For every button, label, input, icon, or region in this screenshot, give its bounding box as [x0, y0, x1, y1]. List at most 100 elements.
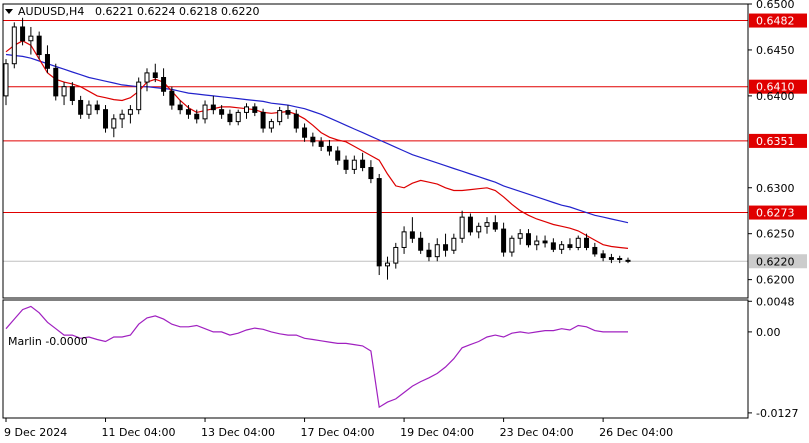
candle [293, 109, 299, 133]
candle-body-down [592, 246, 598, 255]
candle [268, 118, 274, 133]
candle-body-down [584, 237, 590, 248]
candle-body-down [360, 159, 366, 169]
candle-body-down [418, 237, 424, 251]
candle-body-up [268, 121, 274, 129]
candle [127, 105, 133, 124]
time-tick-label: 11 Dec 04:00 [102, 426, 176, 439]
candle [426, 242, 432, 262]
candle-body-down [443, 244, 449, 251]
candle-body-down [69, 86, 75, 101]
level-tag [749, 133, 807, 148]
candle-body-up [277, 110, 283, 123]
candle [351, 155, 357, 174]
candle [169, 86, 175, 110]
candle [78, 95, 84, 119]
candle [326, 139, 332, 156]
candle-body-up [509, 237, 515, 253]
candle [600, 250, 606, 262]
level-tag-label: 0.6410 [756, 81, 795, 94]
candle [260, 108, 266, 133]
price-tick-label: 0.6300 [756, 182, 795, 195]
current-price-label: 0.6220 [756, 255, 795, 268]
time-tick-label: 19 Dec 04:00 [400, 426, 474, 439]
candle [509, 235, 515, 257]
candle-body-down [260, 111, 266, 129]
candle [227, 109, 233, 126]
ma-fast-line [5, 40, 629, 249]
candle [592, 242, 598, 257]
candle-body-down [501, 228, 507, 253]
level-tag-label: 0.6351 [756, 135, 795, 148]
candle [393, 242, 399, 269]
candle [11, 22, 17, 69]
candle-body-up [244, 106, 250, 113]
candle-body-up [434, 244, 440, 258]
candle-body-down [161, 77, 167, 92]
candle-body-up [28, 35, 34, 42]
candle [161, 68, 167, 96]
candle-body-down [467, 216, 473, 233]
candle-body-up [617, 257, 623, 260]
candle-body-up [111, 118, 117, 129]
candle [418, 231, 424, 254]
candle [467, 213, 473, 236]
candle [69, 82, 75, 106]
candle [575, 235, 581, 251]
candle-body-up [235, 111, 241, 123]
price-tick-label: 0.6200 [756, 274, 795, 287]
level-tag-label: 0.6273 [756, 207, 795, 220]
candle [476, 222, 482, 239]
candle-body-up [3, 63, 9, 97]
oscillator-frame [2, 299, 749, 419]
candle [86, 100, 92, 119]
symbol-dropdown-icon[interactable] [5, 9, 13, 14]
osc-tick-label: 0.0048 [756, 295, 795, 308]
candle-body-down [78, 99, 84, 115]
candle-body-down [409, 231, 415, 239]
candle [318, 137, 324, 151]
candle-body-down [20, 26, 26, 42]
candle [534, 235, 540, 251]
candle-body-down [376, 178, 382, 267]
candle [144, 68, 150, 92]
candle-body-up [484, 222, 490, 227]
candle-body-down [343, 159, 349, 170]
candle [517, 229, 523, 245]
time-tick-label: 9 Dec 2024 [4, 426, 67, 439]
price-tick-label: 0.6250 [756, 228, 795, 241]
candle-body-down [227, 113, 233, 123]
candle [244, 103, 250, 119]
candle [94, 100, 100, 115]
candle-body-down [177, 104, 183, 111]
candle-body-down [525, 233, 531, 246]
candle-body-down [210, 104, 216, 111]
candle-body-down [492, 222, 498, 230]
candle-body-up [136, 81, 142, 111]
candle [111, 114, 117, 138]
oscillator-panel: 0.0048 0.00 -0.0127 [5, 295, 798, 420]
time-tick-label: 23 Dec 04:00 [500, 426, 574, 439]
time-tick-label: 26 Dec 04:00 [599, 426, 673, 439]
candle-body-up [61, 86, 67, 97]
candle-body-up [451, 237, 457, 251]
candle [343, 155, 349, 174]
candle-body-up [401, 231, 407, 248]
candle-body-up [144, 72, 150, 83]
candle-body-down [44, 54, 50, 69]
candle [285, 105, 291, 119]
candle [368, 160, 374, 184]
candle-body-down [608, 257, 614, 260]
candle-body-down [285, 110, 291, 115]
candle-body-down [426, 249, 432, 258]
candle-body-down [335, 150, 341, 161]
candle-body-down [293, 113, 299, 129]
candle-body-down [326, 145, 332, 152]
candle-body-down [542, 240, 548, 244]
candle [625, 257, 631, 264]
candle-body-down [169, 90, 175, 106]
time-tick-label: 13 Dec 04:00 [201, 426, 275, 439]
candle [152, 63, 158, 83]
candle [360, 152, 366, 172]
